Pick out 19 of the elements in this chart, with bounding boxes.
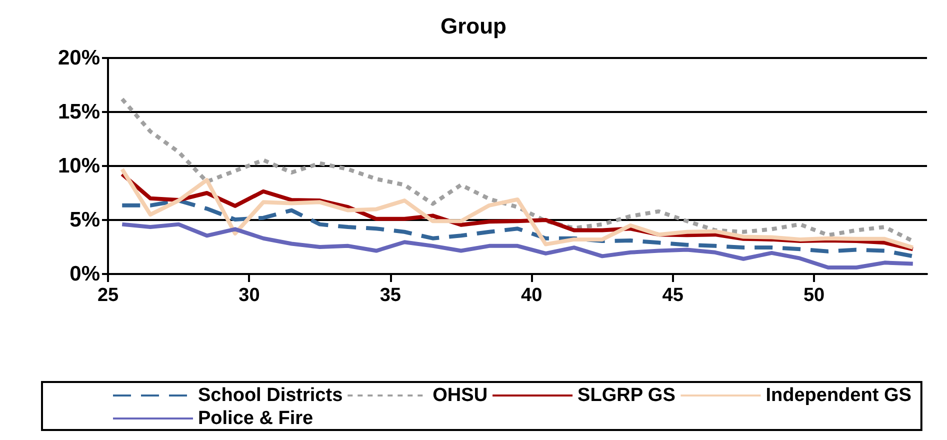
chart-title: Group	[440, 14, 506, 38]
x-tick-label: 35	[380, 285, 402, 306]
y-tick-label: 5%	[70, 208, 100, 232]
x-tick-label: 40	[521, 285, 542, 306]
y-tick-label: 10%	[58, 154, 100, 178]
legend-label: Independent GS	[766, 385, 912, 406]
legend-label: OHSU	[432, 385, 488, 406]
y-tick-label: 20%	[58, 46, 100, 70]
legend-label: School Districts	[198, 385, 343, 406]
legend-label: SLGRP GS	[578, 385, 676, 406]
x-tick-label: 30	[238, 285, 260, 306]
line-series	[120, 222, 915, 270]
line-series	[120, 198, 915, 258]
y-tick-label: 0%	[70, 262, 100, 286]
legend-label: Police & Fire	[198, 408, 314, 429]
x-tick-label: 45	[662, 285, 684, 306]
x-tick-label: 50	[803, 285, 825, 306]
x-tick-label: 25	[97, 285, 119, 306]
y-tick-label: 15%	[58, 100, 100, 124]
